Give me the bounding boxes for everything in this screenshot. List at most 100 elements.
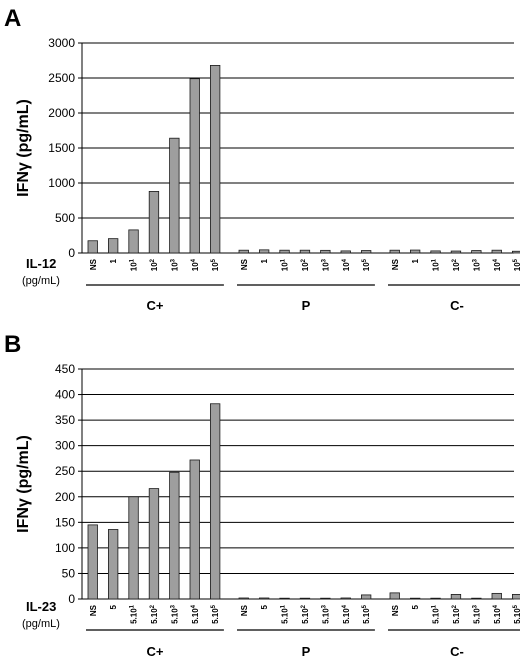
- x-tick-label: 5.105: [362, 604, 371, 624]
- y-tick-label: 2000: [48, 106, 75, 120]
- x-tick-label: NS: [240, 604, 249, 616]
- x-tick-label: NS: [89, 604, 98, 616]
- x-tick-label: 1: [411, 258, 420, 263]
- x-tick-label: 5: [260, 604, 269, 609]
- bar: [169, 137, 180, 254]
- x-tick-label: 5: [411, 604, 420, 609]
- bar: [189, 459, 200, 600]
- x-tick-label: 104: [493, 258, 502, 271]
- x-tick-label: 5.103: [170, 604, 179, 624]
- x-tick-label: 5.102: [452, 604, 461, 624]
- x-tick-label: 105: [513, 258, 520, 271]
- x-tick-label: 103: [472, 258, 481, 271]
- group-label: C-: [450, 298, 464, 313]
- y-tick-label: 50: [62, 566, 76, 580]
- bar: [238, 249, 249, 254]
- y-tick-label: 200: [55, 490, 75, 504]
- x-tick-label: 1: [109, 258, 118, 263]
- panel-a: A 0 500 1000 1500 2000 2500 3000 IFNγ (pg/mL) IL-…: [4, 5, 520, 313]
- bar: [258, 249, 270, 254]
- bar: [108, 529, 119, 600]
- bar: [471, 597, 482, 600]
- bar: [409, 249, 421, 254]
- bar: [430, 597, 441, 600]
- bar: [279, 597, 290, 600]
- x-tick-label: 5: [109, 604, 118, 609]
- x-tick-label: 5.101: [432, 604, 441, 624]
- x-tick-label: 104: [191, 258, 200, 271]
- panel-letter: B: [4, 331, 21, 358]
- x-tick-label: NS: [240, 258, 249, 270]
- group-label: C+: [146, 298, 163, 313]
- x-tick-label: NS: [391, 258, 400, 270]
- x-tick-label: 5.102: [301, 604, 310, 624]
- bar: [471, 250, 482, 254]
- x-tick-label: 1: [260, 258, 269, 263]
- x-tick-label: 5.101: [130, 604, 139, 624]
- y-tick-label: 1500: [48, 141, 75, 155]
- bar: [169, 471, 180, 600]
- bar: [450, 250, 462, 254]
- y-tick-label: 500: [55, 211, 75, 225]
- x-tick-label: 101: [130, 258, 139, 271]
- bar: [128, 496, 139, 600]
- group-label: C+: [146, 644, 163, 659]
- bar: [209, 65, 221, 254]
- panel-letter: A: [4, 5, 21, 32]
- unit-label: (pg/mL): [22, 618, 60, 630]
- x-tick-label: 5.104: [342, 604, 351, 624]
- bar: [340, 250, 351, 254]
- x-tick-label: 105: [211, 258, 220, 271]
- bar: [340, 597, 351, 600]
- bar: [148, 190, 160, 254]
- x-tick-label: 5.104: [191, 604, 200, 624]
- y-tick-label: 150: [55, 515, 75, 529]
- bar: [299, 597, 311, 600]
- bar: [128, 229, 139, 254]
- bar: [512, 594, 520, 600]
- x-tick-label: 102: [452, 258, 461, 271]
- bar: [320, 249, 331, 254]
- bar: [512, 250, 520, 254]
- x-tick-label: NS: [391, 604, 400, 616]
- bar: [450, 594, 462, 600]
- y-tick-label: 450: [55, 362, 75, 376]
- x-tick-label: 101: [432, 258, 441, 271]
- group-label: P: [302, 644, 311, 659]
- bar: [430, 250, 441, 254]
- x-tick-label: 5.105: [211, 604, 220, 624]
- bar: [258, 597, 270, 600]
- bar: [299, 249, 311, 254]
- y-tick-label: 0: [68, 246, 75, 260]
- bar: [87, 524, 98, 600]
- cytokine-label: IL-23: [26, 599, 56, 614]
- y-tick-label: 400: [55, 388, 75, 402]
- x-tick-label: 5.104: [493, 604, 502, 624]
- x-tick-label: NS: [89, 258, 98, 270]
- y-tick-label: 1000: [48, 176, 75, 190]
- bar: [279, 249, 290, 254]
- y-tick-label: 250: [55, 464, 75, 478]
- y-tick-label: 350: [55, 413, 75, 427]
- bar: [108, 238, 119, 254]
- x-tick-label: 5.105: [513, 604, 520, 624]
- x-tick-label: 5.101: [281, 604, 290, 624]
- bar: [409, 597, 421, 600]
- x-tick-label: 104: [342, 258, 351, 271]
- x-tick-label: 5.102: [150, 604, 159, 624]
- x-tick-label: 5.103: [321, 604, 330, 624]
- x-tick-label: 101: [281, 258, 290, 271]
- bar: [491, 249, 502, 254]
- y-tick-label: 0: [68, 592, 75, 606]
- y-tick-label: 3000: [48, 36, 75, 50]
- bar: [360, 250, 372, 254]
- bar: [209, 403, 221, 600]
- y-tick-label: 2500: [48, 71, 75, 85]
- bar: [389, 592, 400, 600]
- x-tick-label: 103: [321, 258, 330, 271]
- x-tick-label: 105: [362, 258, 371, 271]
- y-tick-label: 300: [55, 439, 75, 453]
- cytokine-label: IL-12: [26, 256, 56, 271]
- bar: [320, 597, 331, 600]
